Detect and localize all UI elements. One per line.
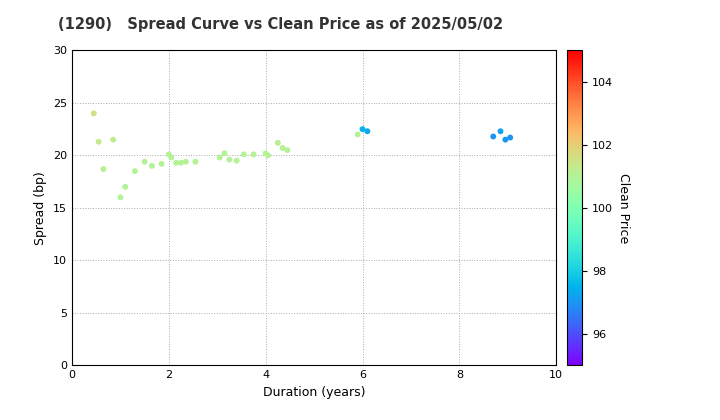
Point [93,138,104,145]
Point [277,144,289,151]
Point [356,126,368,132]
Point [219,150,230,157]
Point [505,134,516,141]
Y-axis label: Spread (bp): Spread (bp) [35,171,48,245]
Point [139,158,150,165]
Point [166,154,177,161]
Point [189,158,201,165]
Point [248,151,259,158]
Point [129,168,140,175]
Point [163,151,174,158]
Text: (1290)   Spread Curve vs Clean Price as of 2025/05/02: (1290) Spread Curve vs Clean Price as of… [58,17,503,32]
Point [224,156,235,163]
Point [88,110,99,117]
Point [262,152,274,159]
Point [495,128,506,134]
Point [214,154,225,161]
Point [500,136,511,143]
Y-axis label: Clean Price: Clean Price [617,173,630,243]
X-axis label: Duration (years): Duration (years) [263,386,365,399]
Point [238,151,250,158]
Point [107,136,119,143]
Point [180,158,192,165]
Point [272,139,284,146]
Point [175,159,186,166]
Point [352,131,364,138]
Point [487,133,499,140]
Point [171,159,182,166]
Point [282,147,293,153]
Point [260,150,271,157]
Point [146,163,158,169]
Point [98,165,109,172]
Point [361,128,373,134]
Point [120,184,131,190]
Point [231,157,243,164]
Point [156,160,167,167]
Point [114,194,126,201]
